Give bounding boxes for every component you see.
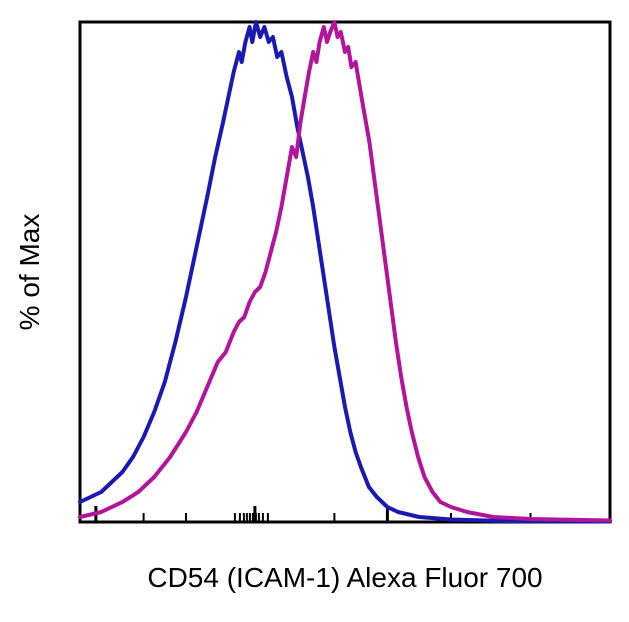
chart-svg <box>0 0 629 622</box>
x-axis-label: CD54 (ICAM-1) Alexa Fluor 700 <box>80 562 610 594</box>
y-axis-label: % of Max <box>14 214 46 331</box>
histogram-chart: % of Max CD54 (ICAM-1) Alexa Fluor 700 <box>0 0 629 622</box>
